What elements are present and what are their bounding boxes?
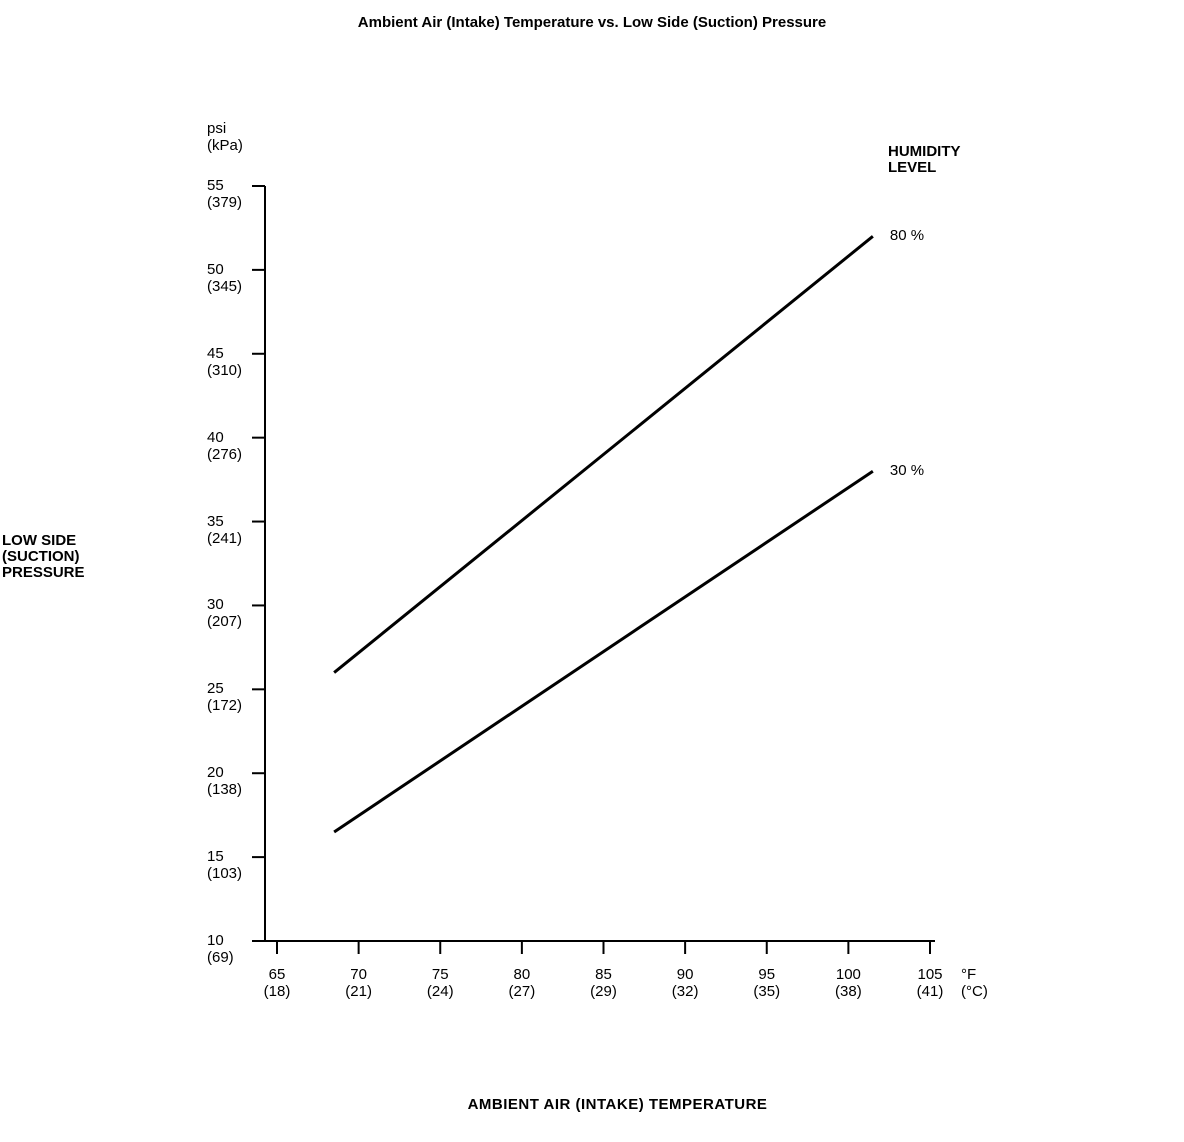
x-tick-label-105: 105 (41) xyxy=(916,966,944,1000)
x-tick-label-95: 95 (35) xyxy=(753,966,781,1000)
y-tick-label-25: 25 (172) xyxy=(207,680,243,715)
x-axis-unit-label: °F (°C) xyxy=(961,966,988,1000)
y-tick-label-40: 40 (276) xyxy=(207,428,243,463)
y-tick-label-10: 10 (69) xyxy=(207,932,234,966)
y-tick-label-35: 35 (241) xyxy=(207,512,243,547)
y-axis-title: LOW SIDE (SUCTION) PRESSURE xyxy=(2,532,85,581)
x-tick-label-90: 90 (32) xyxy=(671,966,699,1000)
y-tick-label-50: 50 (345) xyxy=(207,260,243,295)
x-tick-label-80: 80 (27) xyxy=(508,966,536,1000)
series-label-30: 30 % xyxy=(889,462,925,480)
y-axis-unit-label: psi (kPa) xyxy=(207,120,243,154)
y-tick-label-45: 45 (310) xyxy=(207,344,243,379)
chart-title: Ambient Air (Intake) Temperature vs. Low… xyxy=(357,14,827,31)
y-tick-label-55: 55 (379) xyxy=(207,176,243,211)
x-axis-title: AMBIENT AIR (INTAKE) TEMPERATURE xyxy=(467,1096,768,1113)
legend-title: HUMIDITY LEVEL xyxy=(888,143,961,176)
x-tick-label-65: 65 (18) xyxy=(263,966,291,1000)
y-tick-label-15: 15 (103) xyxy=(207,848,243,883)
series-line-30 xyxy=(333,469,874,834)
x-tick-label-85: 85 (29) xyxy=(590,966,617,1000)
y-tick-label-20: 20 (138) xyxy=(207,764,243,799)
series-label-80: 80 % xyxy=(889,227,925,245)
series-line-80 xyxy=(333,235,874,674)
x-tick-label-100: 100 (38) xyxy=(835,966,862,1000)
y-tick-label-30: 30 (207) xyxy=(207,596,243,631)
x-tick-label-75: 75 (24) xyxy=(426,966,454,1000)
x-tick-label-70: 70 (21) xyxy=(345,966,372,1000)
